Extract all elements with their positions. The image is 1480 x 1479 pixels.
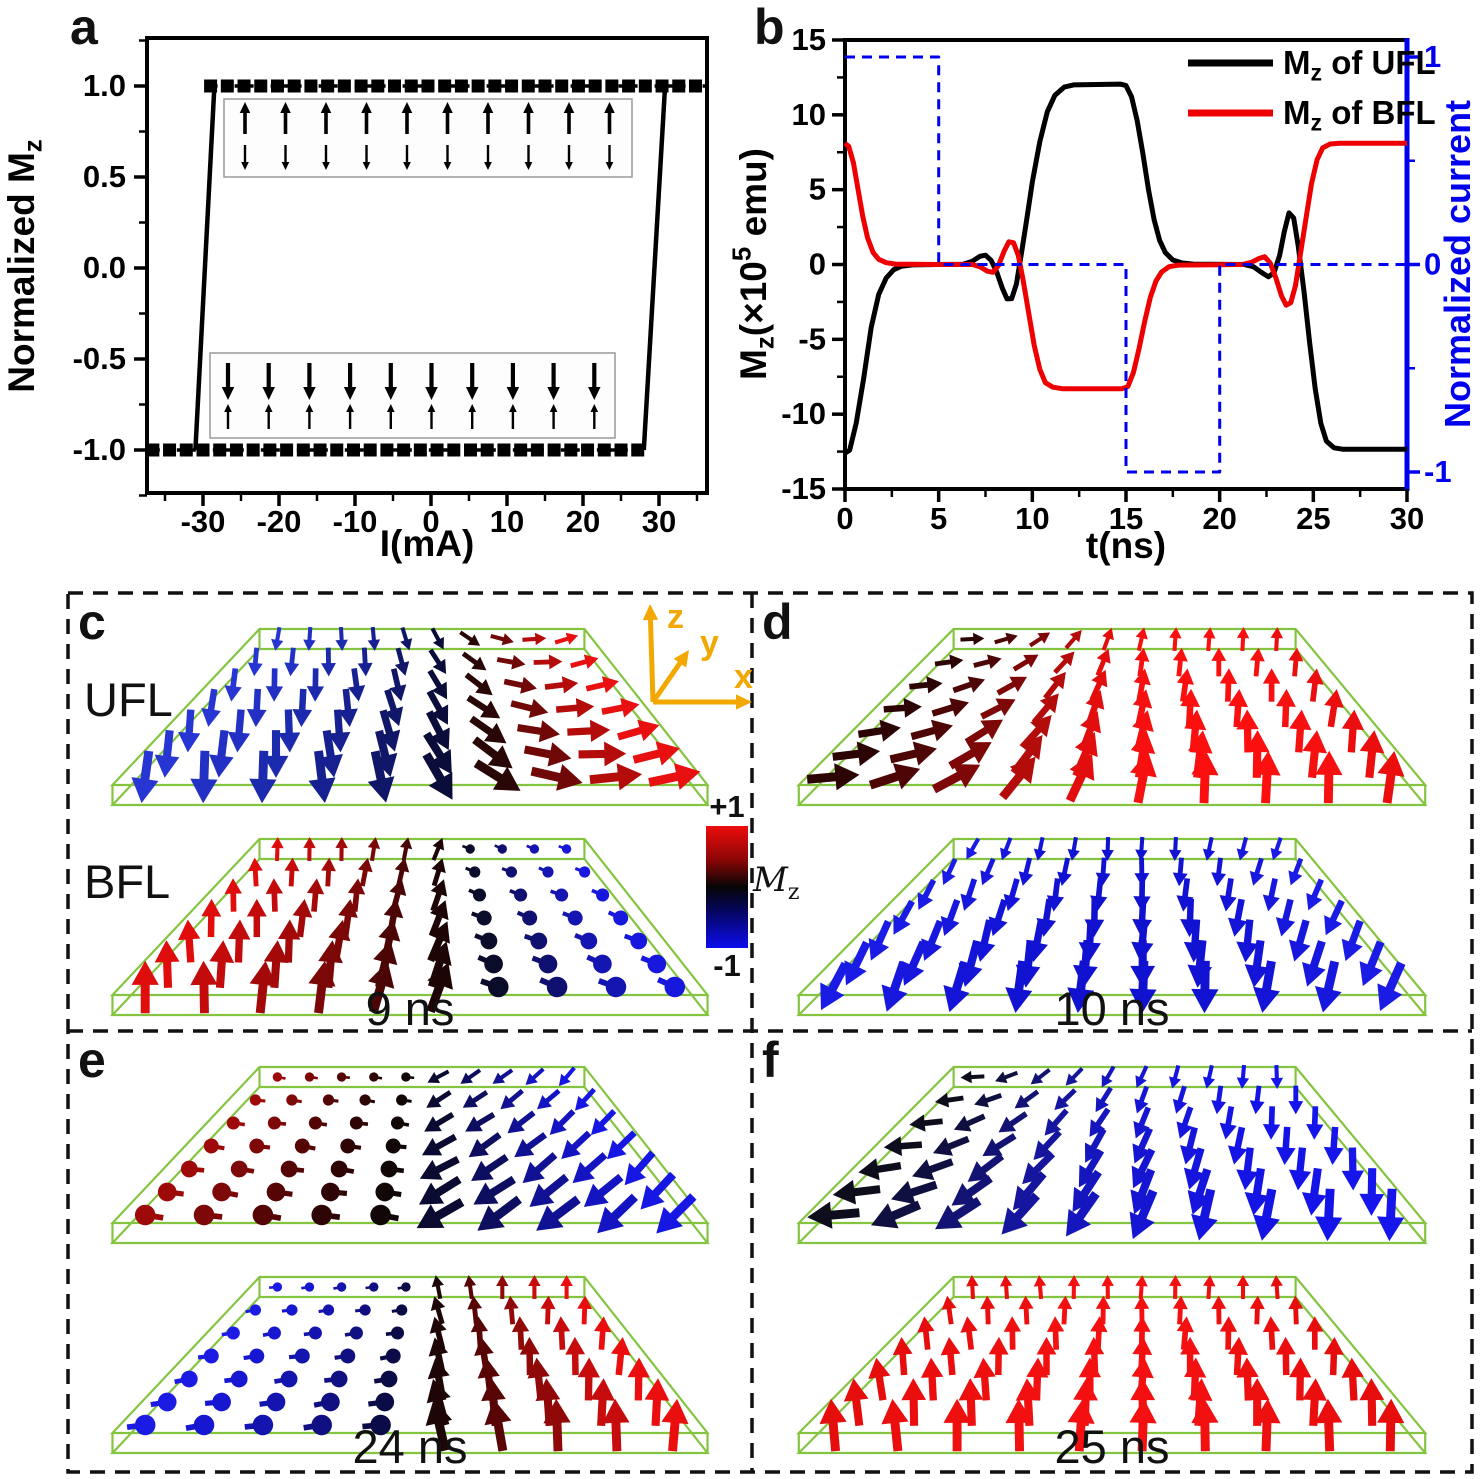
time-label-f: 25 ns (1054, 1420, 1170, 1473)
svg-text:5: 5 (930, 501, 947, 536)
svg-text:0: 0 (836, 501, 853, 536)
svg-text:-0.5: -0.5 (73, 341, 126, 376)
panel-label-d: d (762, 594, 793, 650)
dynamics-chart: 0 5 10 15 20 25 30151050-5-10-1510-1t(ns)Mz(×1… (728, 22, 1478, 566)
slab (109, 837, 710, 1017)
plot-a: -30 -20 -10 0 10 20 30 1.0 0.5 0.0 -0.5 -1.0 I(mA) No… (1, 36, 709, 564)
svg-text:-5: -5 (798, 321, 826, 356)
svg-text:20: 20 (1202, 501, 1236, 536)
svg-text:Normalized Mz: Normalized Mz (1, 139, 47, 393)
svg-text:-15: -15 (781, 471, 826, 506)
panel-label-e: e (78, 1032, 106, 1088)
slab (109, 1275, 710, 1455)
svg-text:25: 25 (1296, 501, 1330, 536)
plot-b: 0 5 10 15 20 25 30151050-5-10-1510-1t(ns)Mz(×1… (728, 22, 1478, 566)
panel-label-f: f (762, 1032, 779, 1088)
svg-text:y: y (700, 624, 719, 662)
mz-colorbar: +1 -1 (704, 789, 750, 983)
series-mz-of-bfl (843, 140, 1407, 392)
svg-text:0.0: 0.0 (83, 250, 126, 285)
inset-down-domain (209, 352, 616, 439)
svg-text:I(mA): I(mA) (380, 523, 475, 564)
svg-text:15: 15 (792, 22, 826, 57)
svg-text:Mz of UFL: Mz of UFL (1283, 44, 1436, 86)
svg-text:15: 15 (1109, 501, 1143, 536)
colorbar-title: Mz (753, 860, 800, 905)
svg-text:30: 30 (642, 504, 676, 539)
svg-text:-30: -30 (181, 504, 226, 539)
svg-text:20: 20 (566, 504, 600, 539)
vector-panel-e (109, 1065, 710, 1455)
svg-text:-20: -20 (257, 504, 302, 539)
colorbar-min-label: -1 (713, 947, 741, 983)
svg-text:0: 0 (809, 247, 826, 282)
svg-text:-1: -1 (1424, 454, 1452, 489)
svg-text:30: 30 (1390, 501, 1424, 536)
hysteresis-chart: -30 -20 -10 0 10 20 30 1.0 0.5 0.0 -0.5 -1.0 I(mA) No… (1, 36, 709, 564)
layer-label-bfl: BFL (84, 855, 171, 908)
svg-text:t(ns): t(ns) (1086, 525, 1166, 566)
colorbar-gradient (706, 825, 748, 948)
slab (796, 1064, 1428, 1245)
xyz-axes: zyx (642, 598, 753, 710)
svg-text:Mz(×105 emu): Mz(×105 emu) (728, 148, 779, 380)
time-label-c: 9 ns (365, 982, 455, 1035)
panel-label-c: c (78, 594, 106, 650)
svg-text:0: 0 (1424, 247, 1441, 282)
svg-text:-10: -10 (333, 504, 378, 539)
layer-label-ufl: UFL (84, 673, 173, 726)
time-label-e: 24 ns (352, 1420, 468, 1473)
svg-text:-1.0: -1.0 (73, 432, 126, 467)
dashed-borders (66, 591, 1474, 1474)
svg-text:10: 10 (792, 97, 826, 132)
time-label-d: 10 ns (1054, 982, 1170, 1035)
svg-text:-10: -10 (781, 396, 826, 431)
svg-text:10: 10 (1015, 501, 1049, 536)
colorbar-max-label: +1 (709, 789, 745, 824)
panel-label-b: b (754, 0, 785, 55)
series-normalized-current (845, 55, 1407, 474)
svg-text:0.5: 0.5 (83, 159, 126, 194)
slab (109, 1065, 710, 1245)
slab (796, 1275, 1428, 1455)
slab (109, 626, 710, 807)
svg-text:Mz of BFL: Mz of BFL (1283, 94, 1436, 136)
svg-text:Normalized current: Normalized current (1437, 100, 1478, 428)
svg-text:5: 5 (809, 172, 826, 207)
vector-panel-c (109, 626, 710, 1017)
svg-text:0: 0 (422, 504, 439, 539)
svg-text:1: 1 (1424, 39, 1441, 74)
slab (796, 627, 1428, 807)
slab (796, 836, 1428, 1017)
vector-panel-f (796, 1064, 1428, 1455)
svg-text:1.0: 1.0 (83, 68, 126, 103)
inset-up-domain (223, 98, 633, 178)
coordinate-axes-icon: zyx (642, 598, 753, 710)
svg-text:x: x (734, 658, 753, 696)
vector-panel-d (796, 627, 1428, 1017)
panel-label-a: a (70, 0, 98, 55)
svg-text:z: z (667, 598, 684, 636)
svg-text:10: 10 (490, 504, 524, 539)
legend: Mz of UFL Mz of BFL (1188, 44, 1436, 136)
